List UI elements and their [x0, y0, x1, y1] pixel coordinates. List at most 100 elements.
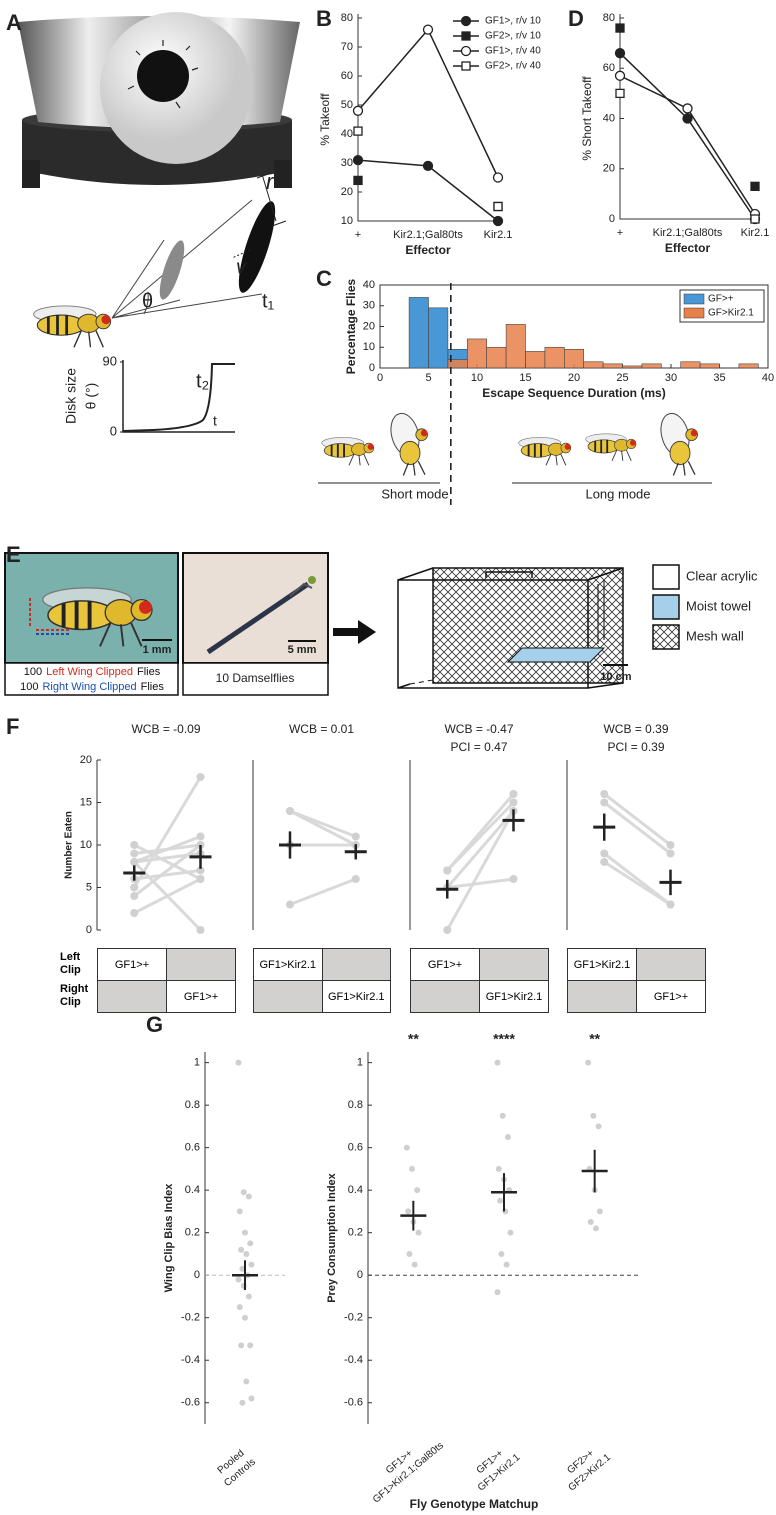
y-tick-label: 80	[603, 12, 615, 24]
marker	[353, 175, 363, 186]
y-tick-label: 0	[86, 924, 92, 936]
y-tick-label: 20	[341, 186, 353, 198]
pair-line	[447, 877, 514, 889]
bar	[428, 307, 449, 369]
scale-bar-label: 1 mm	[143, 644, 172, 656]
y-tick-label: 10	[363, 341, 375, 353]
point	[503, 1261, 510, 1268]
legend-swatch	[683, 307, 705, 319]
time1-label: t₁	[262, 290, 275, 312]
point	[443, 866, 452, 875]
empty-cell	[253, 980, 323, 1013]
panel-label: G	[146, 1012, 163, 1037]
point	[130, 849, 139, 858]
x-tick-label: 20	[568, 372, 580, 384]
genotype-cell: GF1>Kir2.1	[321, 980, 391, 1013]
y-axis-label: Percentage Flies	[344, 278, 358, 374]
y-axis-label: % Takeoff	[318, 93, 332, 146]
y-tick-label: -0.2	[344, 1312, 363, 1324]
bar	[466, 338, 487, 369]
scale-bar-label: 10 cm	[600, 671, 631, 683]
point	[666, 841, 675, 849]
y-axis-label: Wing Clip Bias Index	[163, 1183, 175, 1293]
point	[494, 1059, 501, 1066]
pair-line	[603, 792, 672, 847]
caption: 100 Left Wing Clipped Flies	[24, 666, 161, 678]
experiment-illustration	[4, 552, 680, 696]
y-tick-label: 0.8	[348, 1099, 363, 1111]
x-tick-label: Kir2.1;Gal80ts	[653, 227, 723, 239]
point	[238, 1342, 245, 1349]
point	[239, 1265, 246, 1272]
legend-label: GF2>, r/v 40	[485, 61, 541, 72]
pair-line	[133, 835, 202, 864]
empty-cell	[166, 948, 236, 981]
y-tick-label: 10	[341, 215, 353, 227]
marker	[422, 160, 434, 172]
category-label: GF1>+GF1>Kir2.1;Gal80ts	[371, 1440, 446, 1505]
pair-line	[134, 869, 201, 881]
x-tick-label: 40	[762, 372, 774, 384]
bar	[563, 349, 584, 369]
y-tick-label: 20	[603, 163, 615, 175]
point	[196, 773, 205, 781]
point	[196, 875, 205, 883]
point	[411, 1261, 418, 1268]
marker	[461, 31, 471, 41]
legend-label: Mesh wall	[686, 628, 744, 643]
point	[497, 1197, 504, 1204]
point	[596, 1208, 603, 1215]
point	[499, 1112, 506, 1119]
marker	[682, 103, 693, 114]
point	[130, 883, 139, 892]
row-label: Right Clip	[60, 983, 89, 1008]
point	[595, 1123, 602, 1130]
series-line	[357, 28, 499, 178]
genotype-cell: GF1>Kir2.1	[567, 948, 637, 981]
point	[245, 1293, 252, 1300]
point	[247, 1342, 254, 1349]
bar	[602, 363, 623, 369]
marker	[422, 24, 434, 35]
bar	[622, 365, 643, 369]
experiment-illustration-part	[397, 567, 624, 689]
marker	[492, 172, 504, 183]
series-line	[619, 75, 756, 215]
y-tick-label: 20	[363, 320, 375, 332]
point	[600, 790, 609, 798]
y-axis-label: Disk size	[63, 368, 79, 424]
chart-subtitle: PCI = 0.39	[607, 740, 664, 754]
y-tick-label: 0.8	[185, 1099, 200, 1111]
point	[666, 900, 675, 909]
y-tick-label: 0	[357, 1269, 363, 1281]
empty-cell	[410, 980, 480, 1013]
caption: 100 Right Wing Clipped Flies	[20, 681, 164, 693]
panel-label: A	[6, 10, 22, 35]
bar	[486, 346, 507, 369]
y-tick-label: 80	[341, 12, 353, 24]
experiment-illustration-part	[333, 620, 376, 644]
x-axis-label: Effector	[665, 241, 711, 255]
category-label: GF2>+GF2>Kir2.1	[565, 1448, 613, 1494]
caption-part: Flies	[141, 681, 165, 693]
point	[235, 1276, 242, 1283]
y-tick-label: 10	[80, 839, 92, 851]
caption-part: Right Wing Clipped	[42, 681, 136, 693]
y-tick-label: 1	[194, 1057, 200, 1069]
chart-title: WCB = -0.47	[444, 722, 513, 736]
point	[494, 1289, 501, 1296]
point	[130, 858, 139, 866]
point	[245, 1193, 252, 1200]
point	[196, 926, 205, 934]
arena-illustration-part	[22, 160, 40, 188]
marker	[353, 126, 363, 136]
looming-diagram-part	[159, 240, 185, 300]
experiment-illustration-part	[652, 594, 680, 620]
x-axis-label: Escape Sequence Duration (ms)	[482, 386, 665, 400]
point	[196, 866, 205, 875]
experiment-illustration-part	[409, 679, 434, 685]
genotype-cell: GF1>+	[97, 948, 167, 981]
x-tick-label: 0	[377, 372, 383, 384]
